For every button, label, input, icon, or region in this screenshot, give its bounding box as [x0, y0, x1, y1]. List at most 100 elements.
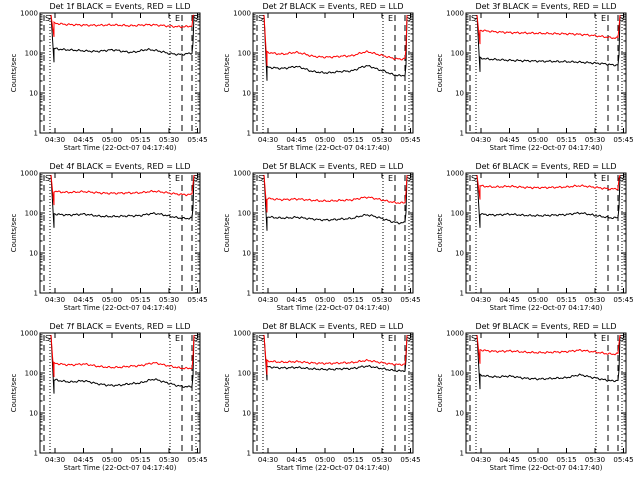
x-tick-label: 05:30 — [585, 296, 605, 304]
y-axis-label: Counts/sec — [436, 54, 444, 93]
x-tick-label: 05:30 — [585, 456, 605, 464]
interval-marker-label: S — [258, 14, 263, 23]
y-tick-label: 100 — [238, 370, 251, 378]
y-tick-label: 10 — [242, 90, 251, 98]
interval-marker-label: E — [388, 174, 393, 183]
interval-marker-label: S — [406, 14, 411, 23]
events-series-line — [263, 14, 408, 81]
interval-marker-label: E — [175, 334, 180, 343]
y-axis-label: Counts/sec — [436, 214, 444, 253]
y-tick-label: 10 — [242, 410, 251, 418]
y-tick-label: 10 — [455, 410, 464, 418]
interval-marker-label: S — [193, 174, 198, 183]
interval-marker-label: S — [471, 334, 476, 343]
x-axis-label: Start Time (22-Oct-07 04:17:40) — [64, 304, 177, 312]
interval-marker-label: S — [619, 174, 624, 183]
y-axis-label: Counts/sec — [223, 54, 231, 93]
panel-det-6: Det 6f BLACK = Events, RED = LLD 1 10 100 10… — [436, 162, 634, 312]
events-series-line — [263, 174, 408, 231]
y-tick-label: 100 — [25, 50, 38, 58]
x-axis-label: Start Time (22-Oct-07 04:17:40) — [64, 144, 177, 152]
y-axis-label: Counts/sec — [10, 214, 18, 253]
x-tick-label: 05:45 — [613, 136, 633, 144]
panel-det-2: Det 2f BLACK = Events, RED = LLD 1 10 100 10… — [223, 2, 421, 152]
y-tick-label: 1 — [247, 290, 251, 298]
x-tick-label: 04:45 — [499, 456, 519, 464]
x-tick-label: 05:00 — [528, 456, 548, 464]
x-tick-label: 05:45 — [187, 456, 207, 464]
x-tick-label: 05:00 — [102, 296, 122, 304]
y-tick-label: 1000 — [233, 10, 251, 18]
y-tick-label: 1 — [34, 290, 38, 298]
interval-marker-label: E — [388, 334, 393, 343]
y-tick-label: 1 — [460, 450, 464, 458]
lld-series-line — [476, 14, 621, 45]
y-tick-label: 1 — [247, 450, 251, 458]
lld-series-line — [50, 174, 195, 206]
x-tick-label: 05:00 — [528, 296, 548, 304]
x-tick-label: 04:30 — [258, 456, 278, 464]
y-axis-label: Counts/sec — [10, 54, 18, 93]
x-tick-label: 05:00 — [528, 136, 548, 144]
panel-det-1: Det 1f BLACK = Events, RED = LLD 1 10 100 10… — [10, 2, 208, 152]
x-tick-label: 05:30 — [372, 456, 392, 464]
y-tick-label: 1 — [460, 130, 464, 138]
events-series-line — [476, 174, 621, 228]
interval-marker-label: S — [619, 14, 624, 23]
panel-title: Det 9f BLACK = Events, RED = LLD — [475, 322, 616, 331]
x-tick-label: 04:45 — [73, 456, 93, 464]
interval-marker-label: S — [45, 334, 50, 343]
panel-title: Det 7f BLACK = Events, RED = LLD — [49, 322, 190, 331]
y-tick-label: 100 — [238, 50, 251, 58]
lld-series-line — [476, 334, 621, 364]
events-series-line — [50, 334, 195, 394]
plot-frame — [465, 12, 627, 134]
interval-marker-label: S — [258, 334, 263, 343]
x-tick-label: 05:15 — [556, 136, 576, 144]
x-tick-label: 05:00 — [315, 456, 335, 464]
x-tick-label: 05:30 — [159, 296, 179, 304]
panel-det-4: Det 4f BLACK = Events, RED = LLD 1 10 100 10… — [10, 162, 208, 312]
x-tick-label: 04:45 — [499, 136, 519, 144]
interval-marker-label: E — [601, 174, 606, 183]
x-tick-label: 05:30 — [159, 456, 179, 464]
interval-marker-label: E — [175, 14, 180, 23]
x-tick-label: 04:30 — [45, 296, 65, 304]
y-tick-label: 1000 — [20, 170, 38, 178]
x-tick-label: 05:45 — [187, 136, 207, 144]
panel-title: Det 1f BLACK = Events, RED = LLD — [49, 2, 190, 11]
plot-frame — [39, 172, 201, 294]
x-tick-label: 04:30 — [471, 456, 491, 464]
interval-marker-label: S — [471, 174, 476, 183]
y-tick-label: 1000 — [446, 10, 464, 18]
y-tick-label: 1 — [460, 290, 464, 298]
x-tick-label: 04:45 — [499, 296, 519, 304]
plot-frame — [465, 172, 627, 294]
plot-frame — [252, 12, 414, 134]
interval-marker-label: S — [193, 14, 198, 23]
y-tick-label: 10 — [455, 90, 464, 98]
x-tick-label: 04:45 — [286, 296, 306, 304]
events-series-line — [476, 14, 621, 72]
lld-series-line — [263, 334, 408, 375]
y-tick-label: 1 — [34, 130, 38, 138]
x-axis-label: Start Time (22-Oct-07 04:17:40) — [490, 144, 603, 152]
y-axis-label: Counts/sec — [436, 374, 444, 413]
interval-marker-label: S — [619, 334, 624, 343]
x-tick-label: 04:45 — [286, 456, 306, 464]
x-tick-label: 05:00 — [102, 456, 122, 464]
x-tick-label: 04:45 — [73, 136, 93, 144]
events-series-line — [263, 334, 408, 381]
y-tick-label: 10 — [242, 250, 251, 258]
y-tick-label: 100 — [451, 370, 464, 378]
lld-series-line — [263, 14, 408, 67]
y-tick-label: 1 — [34, 450, 38, 458]
interval-marker-label: S — [471, 14, 476, 23]
x-tick-label: 05:15 — [130, 296, 150, 304]
x-tick-label: 05:15 — [343, 136, 363, 144]
y-tick-label: 100 — [25, 370, 38, 378]
x-tick-label: 04:30 — [258, 296, 278, 304]
interval-marker-label: E — [175, 174, 180, 183]
x-tick-label: 05:15 — [556, 296, 576, 304]
